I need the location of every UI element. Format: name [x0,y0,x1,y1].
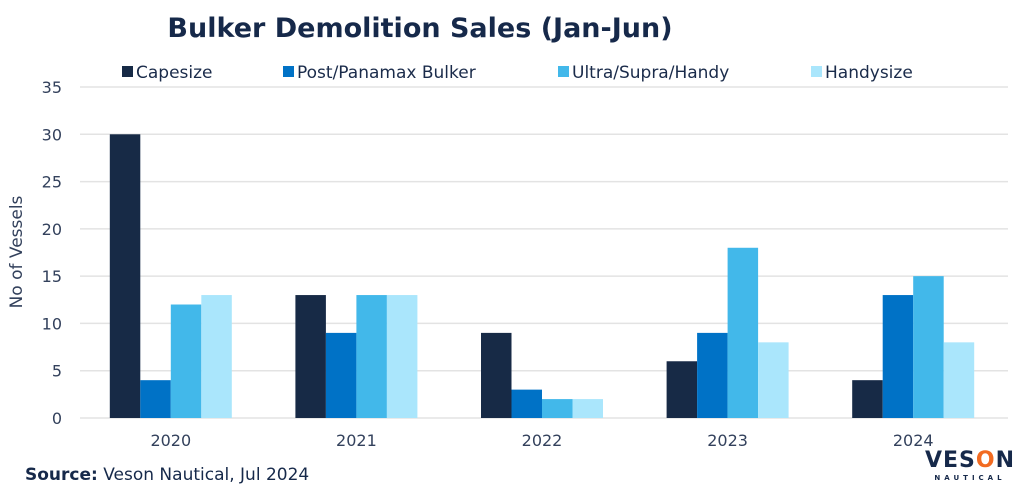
source-text: Veson Nautical, Jul 2024 [97,465,310,485]
legend-item: Handysize [811,63,913,83]
bar-handysize-2024 [943,342,975,418]
gridlines [80,86,1008,419]
legend-swatch [811,66,822,77]
bar-capesize-2024 [852,380,883,418]
x-tick-label: 2022 [522,431,563,450]
source-note: Source: Veson Nautical, Jul 2024 [25,465,309,485]
y-axis-ticks: 0 5 10 15 20 25 30 35 [42,78,62,428]
legend: Capesize Post/Panamax Bulker Ultra/Supra/H… [122,63,913,83]
legend-label: Ultra/Supra/Handy [572,63,729,83]
source-label: Source: [25,465,98,485]
legend-item: Post/Panamax Bulker [283,63,476,83]
y-tick-label: 35 [42,78,62,97]
bar-post-panamax-bulker-2021 [325,332,357,418]
veson-logo: VESON NAUTICAL [925,448,1016,483]
y-tick-label: 20 [42,220,62,239]
bar-ultra-supra-handy-2020 [170,304,202,418]
legend-swatch [283,66,294,77]
y-tick-label: 30 [42,125,62,144]
bar-capesize-2023 [666,361,698,418]
x-axis-ticks: 2020 2021 2022 2023 2024 [150,431,933,450]
bar-ultra-supra-handy-2024 [913,276,944,418]
legend-label: Handysize [825,63,913,83]
bar-handysize-2022 [572,399,603,418]
y-tick-label: 10 [42,314,62,333]
logo-o-icon: O [975,448,996,473]
bar-post-panamax-bulker-2020 [140,380,171,418]
legend-swatch [122,66,133,77]
x-tick-label: 2024 [893,431,934,450]
x-tick-label: 2020 [150,431,191,450]
bar-handysize-2023 [758,342,789,418]
logo-subtext: NAUTICAL [934,474,1006,482]
legend-item: Ultra/Supra/Handy [558,63,729,83]
bar-handysize-2020 [201,295,232,418]
y-tick-label: 25 [42,173,62,192]
bar-handysize-2021 [386,295,418,418]
bar-ultra-supra-handy-2022 [542,399,573,418]
legend-label: Capesize [136,63,213,83]
legend-item: Capesize [122,63,213,83]
logo-text-prefix: VES [925,448,976,473]
y-tick-label: 5 [52,362,62,381]
bar-post-panamax-bulker-2024 [882,295,914,418]
bar-capesize-2020 [109,134,141,419]
x-tick-label: 2023 [707,431,748,450]
legend-label: Post/Panamax Bulker [297,63,476,83]
logo-text-suffix: N [995,448,1016,473]
bar-capesize-2021 [295,295,326,418]
chart-title: Bulker Demolition Sales (Jan-Jun) [167,13,672,44]
bar-ultra-supra-handy-2021 [356,295,387,418]
legend-swatch [558,66,569,77]
bar-ultra-supra-handy-2023 [727,247,759,418]
bar-post-panamax-bulker-2023 [697,332,728,418]
y-tick-label: 0 [52,409,62,428]
bar-capesize-2022 [481,332,512,418]
x-tick-label: 2021 [336,431,377,450]
bars [109,134,975,419]
bar-post-panamax-bulker-2022 [511,389,542,418]
y-tick-label: 15 [42,267,62,286]
y-axis-label: No of Vessels [7,195,27,308]
